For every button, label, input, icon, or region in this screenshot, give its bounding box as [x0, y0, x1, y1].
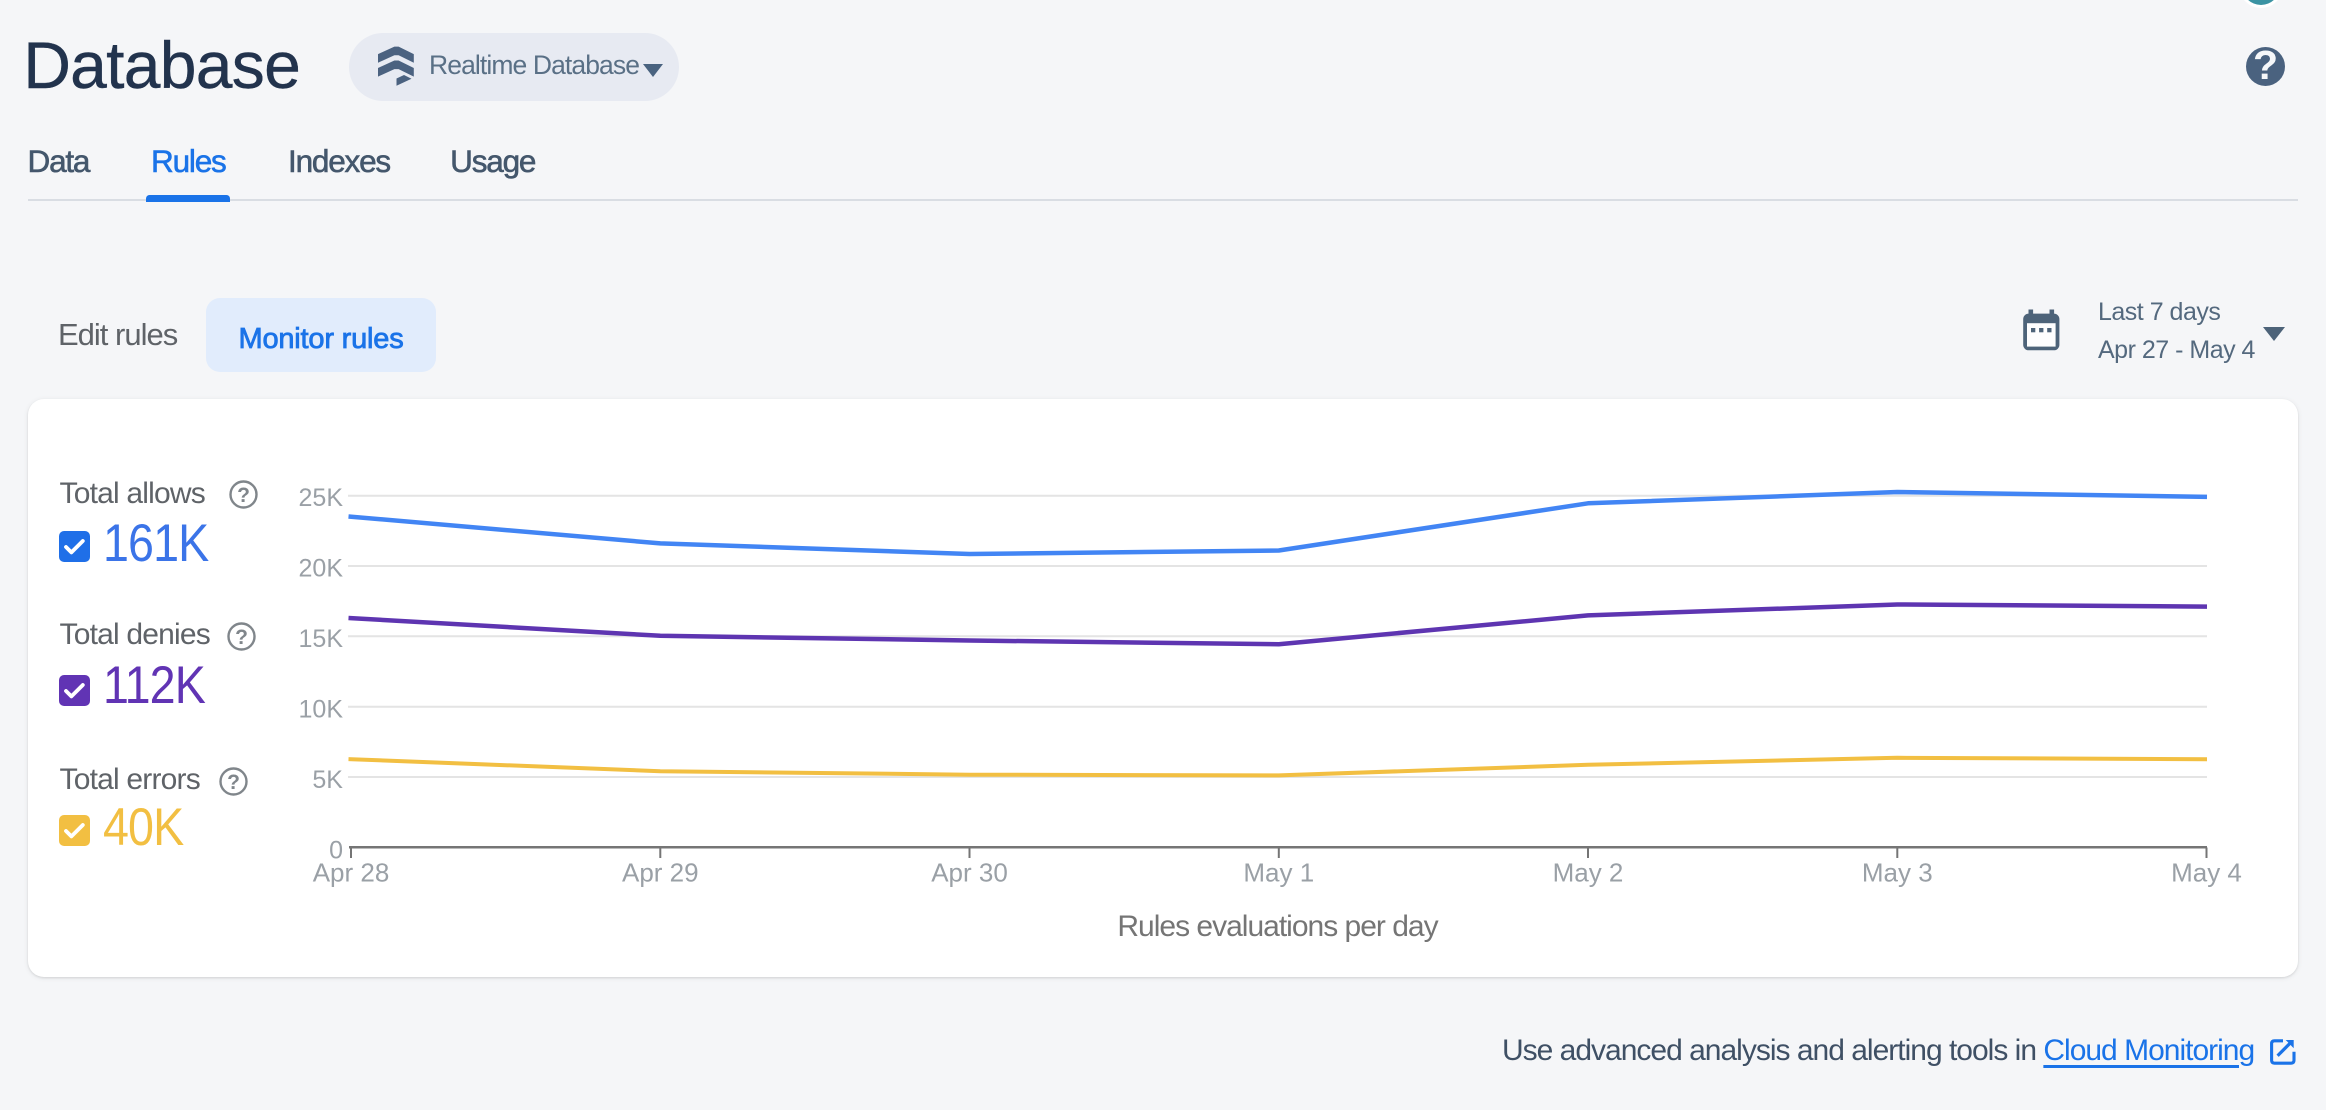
svg-text:?: ? [235, 626, 248, 649]
svg-text:20K: 20K [299, 555, 344, 583]
svg-text:5K: 5K [312, 766, 343, 794]
svg-text:May 3: May 3 [1862, 858, 1933, 888]
svg-text:0: 0 [329, 837, 343, 865]
svg-text:25K: 25K [299, 484, 344, 512]
svg-text:15K: 15K [299, 625, 344, 653]
svg-text:Apr 29: Apr 29 [622, 858, 699, 888]
svg-text:May 4: May 4 [2171, 858, 2242, 888]
svg-text:10K: 10K [299, 696, 344, 724]
svg-text:May 1: May 1 [1243, 858, 1314, 888]
svg-text:Apr 28: Apr 28 [313, 858, 390, 888]
svg-text:Apr 30: Apr 30 [931, 858, 1008, 888]
svg-text:May 2: May 2 [1553, 858, 1624, 888]
svg-text:?: ? [237, 484, 250, 507]
svg-text:?: ? [227, 771, 240, 794]
